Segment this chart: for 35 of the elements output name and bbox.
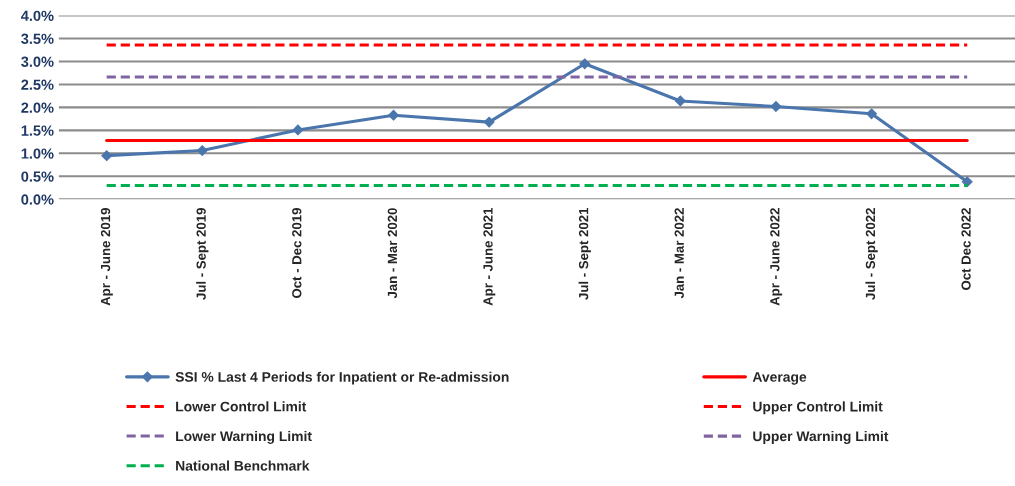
legend-label: Upper Control Limit — [753, 401, 883, 415]
x-tick-label: Oct - Dec 2019 — [292, 208, 302, 298]
y-tick-label: 2.0% — [21, 102, 54, 113]
legend-label: Upper Warning Limit — [753, 430, 889, 444]
x-tick-label: Jan - Mar 2022 — [674, 208, 684, 299]
point — [579, 58, 591, 70]
legend-label: SSI % Last 4 Periods for Inpatient or Re-admission — [175, 371, 509, 385]
x-tick-label: Jan - Mar 2020 — [387, 208, 398, 299]
y-tick-label: 1.5% — [21, 125, 54, 136]
y-tick-label: 3.0% — [21, 56, 54, 67]
y-tick-label: 0.5% — [21, 171, 54, 182]
point — [674, 95, 686, 107]
y-tick-label: 2.5% — [21, 79, 54, 90]
x-tick-label: Apr - June 2022 — [770, 208, 783, 306]
point — [770, 101, 782, 112]
legend-label: Average — [752, 372, 807, 385]
point — [483, 116, 495, 128]
x-tick-label: Jul - Sept 2021 — [578, 207, 591, 300]
x-tick-label: Oct Dec 2022 — [961, 208, 971, 290]
legend-label: Lower Control Limit — [176, 401, 307, 412]
y-tick-label: 3.5% — [21, 33, 54, 44]
x-tick-label: Apr - June 2019 — [100, 208, 113, 306]
y-tick-label: 1.0% — [21, 148, 54, 159]
point — [866, 108, 878, 120]
x-tick-label: Apr - June 2021 — [483, 207, 496, 306]
point — [961, 176, 973, 188]
point — [388, 109, 399, 121]
y-tick-label: 4.0% — [20, 10, 54, 21]
x-tick-label: Jul - Sept 2022 — [865, 208, 878, 300]
x-tick-label: Jul - Sept 2019 — [196, 208, 209, 300]
legend-label: National Benchmark — [176, 460, 310, 471]
point — [196, 145, 208, 157]
point — [292, 124, 304, 136]
y-tick-label: 0.0% — [21, 194, 54, 205]
legend-label: Lower Warning Limit — [176, 430, 312, 444]
